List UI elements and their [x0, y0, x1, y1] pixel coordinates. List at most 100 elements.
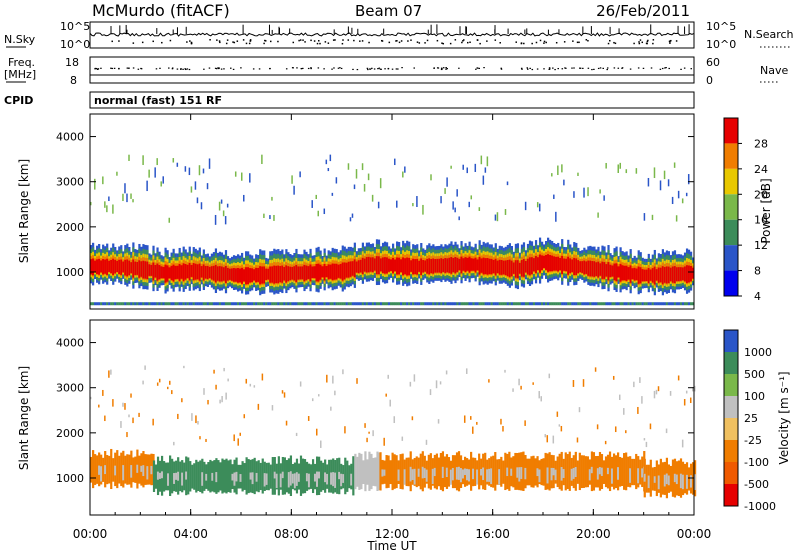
- power-peak: [410, 260, 413, 272]
- power-ground: [238, 302, 242, 306]
- velocity-band: [277, 456, 280, 496]
- nsearch-dot: [535, 41, 538, 44]
- power-ground: [520, 302, 524, 306]
- power-peak: [528, 257, 532, 276]
- power-ground: [583, 302, 586, 306]
- power-cbar-tick-label: 24: [754, 163, 768, 176]
- power-ground: [297, 302, 300, 306]
- power-ground: [122, 302, 125, 306]
- velocity-mix: [665, 473, 668, 485]
- nave-dot: [629, 68, 632, 70]
- power-peak: [182, 263, 185, 282]
- power-ground: [176, 302, 179, 306]
- velocity-band: [217, 460, 220, 493]
- power-peak: [530, 257, 534, 275]
- velocity-mix: [255, 472, 258, 482]
- power-ground: [148, 302, 151, 306]
- velocity-mix: [140, 465, 143, 472]
- nsearch-dot: [486, 40, 488, 42]
- power-ground: [313, 302, 316, 306]
- power-scatter: [404, 166, 406, 173]
- nsearch-dot: [633, 42, 635, 45]
- velocity-scatter: [285, 420, 288, 426]
- velocity-mix: [381, 469, 384, 477]
- velocity-band: [193, 463, 196, 490]
- power-peak: [267, 268, 270, 280]
- power-peak: [166, 265, 169, 282]
- power-scatter: [335, 177, 338, 184]
- power-peak: [287, 266, 290, 282]
- power-scatter: [273, 214, 275, 221]
- velocity-scatter: [689, 397, 692, 404]
- power-ground: [224, 302, 228, 306]
- power-scatter: [293, 185, 295, 195]
- power-peak: [178, 263, 181, 282]
- nave-dot: [557, 67, 559, 70]
- power-peak: [679, 267, 683, 281]
- power-ground: [490, 302, 493, 306]
- nsearch-dot: [209, 39, 211, 41]
- power-ground: [593, 302, 596, 306]
- velocity-mix: [461, 469, 464, 479]
- nave-dot: [97, 68, 100, 70]
- nave-dot: [520, 67, 523, 69]
- nave-dot: [564, 67, 566, 69]
- velocity-band: [171, 458, 174, 494]
- power-scatter: [156, 158, 158, 166]
- nave-dot: [440, 67, 443, 69]
- velocity-mix: [468, 469, 471, 482]
- power-ground: [603, 302, 606, 306]
- power-peak: [420, 258, 423, 276]
- power-ground: [96, 302, 99, 306]
- power-ground: [329, 302, 332, 306]
- velocity-scatter: [472, 426, 474, 434]
- nave-dot: [300, 67, 303, 70]
- power-cbar-swatch: [724, 219, 738, 246]
- velocity-scatter: [524, 420, 526, 426]
- velocity-scatter: [130, 393, 132, 398]
- power-ground: [377, 302, 381, 306]
- velocity-band: [257, 460, 260, 493]
- nsky-panel-frame: [89, 21, 695, 49]
- velocity-cbar-swatch: [724, 352, 738, 374]
- velocity-scatter: [643, 438, 646, 441]
- velocity-mix: [239, 474, 242, 482]
- power-ground: [289, 302, 292, 306]
- power-ground: [355, 302, 358, 306]
- y-tick-label: 2000: [56, 221, 84, 234]
- power-peak: [516, 260, 520, 279]
- power-peak: [371, 257, 375, 273]
- power-ground: [94, 302, 97, 306]
- velocity-band: [635, 453, 638, 490]
- velocity-mix: [98, 465, 101, 475]
- velocity-mix: [482, 467, 485, 481]
- velocity-mix: [598, 467, 601, 475]
- power-ground: [424, 302, 427, 306]
- power-peak: [311, 266, 314, 279]
- velocity-scatter: [90, 396, 92, 400]
- power-ground: [516, 302, 520, 306]
- power-peak: [188, 262, 191, 281]
- velocity-scatter: [191, 413, 193, 421]
- power-ground: [629, 302, 632, 306]
- velocity-band: [391, 452, 394, 491]
- power-peak: [234, 268, 238, 282]
- power-peak: [385, 257, 389, 274]
- power-scatter: [361, 163, 364, 171]
- power-peak: [565, 258, 568, 272]
- nave-dot: [307, 67, 310, 70]
- nave-dot: [690, 68, 692, 70]
- nsearch-dot: [111, 40, 113, 43]
- power-ground: [265, 302, 268, 306]
- power-ground: [389, 302, 393, 306]
- velocity-band: [106, 455, 109, 485]
- power-scatter: [416, 196, 418, 207]
- power-peak: [180, 265, 183, 279]
- nave-dot: [548, 68, 550, 70]
- power-peak: [591, 261, 594, 277]
- power-ground: [502, 302, 505, 306]
- power-ground: [567, 302, 570, 306]
- power-peak: [522, 258, 526, 277]
- power-peak: [313, 266, 316, 279]
- power-peak: [279, 266, 282, 283]
